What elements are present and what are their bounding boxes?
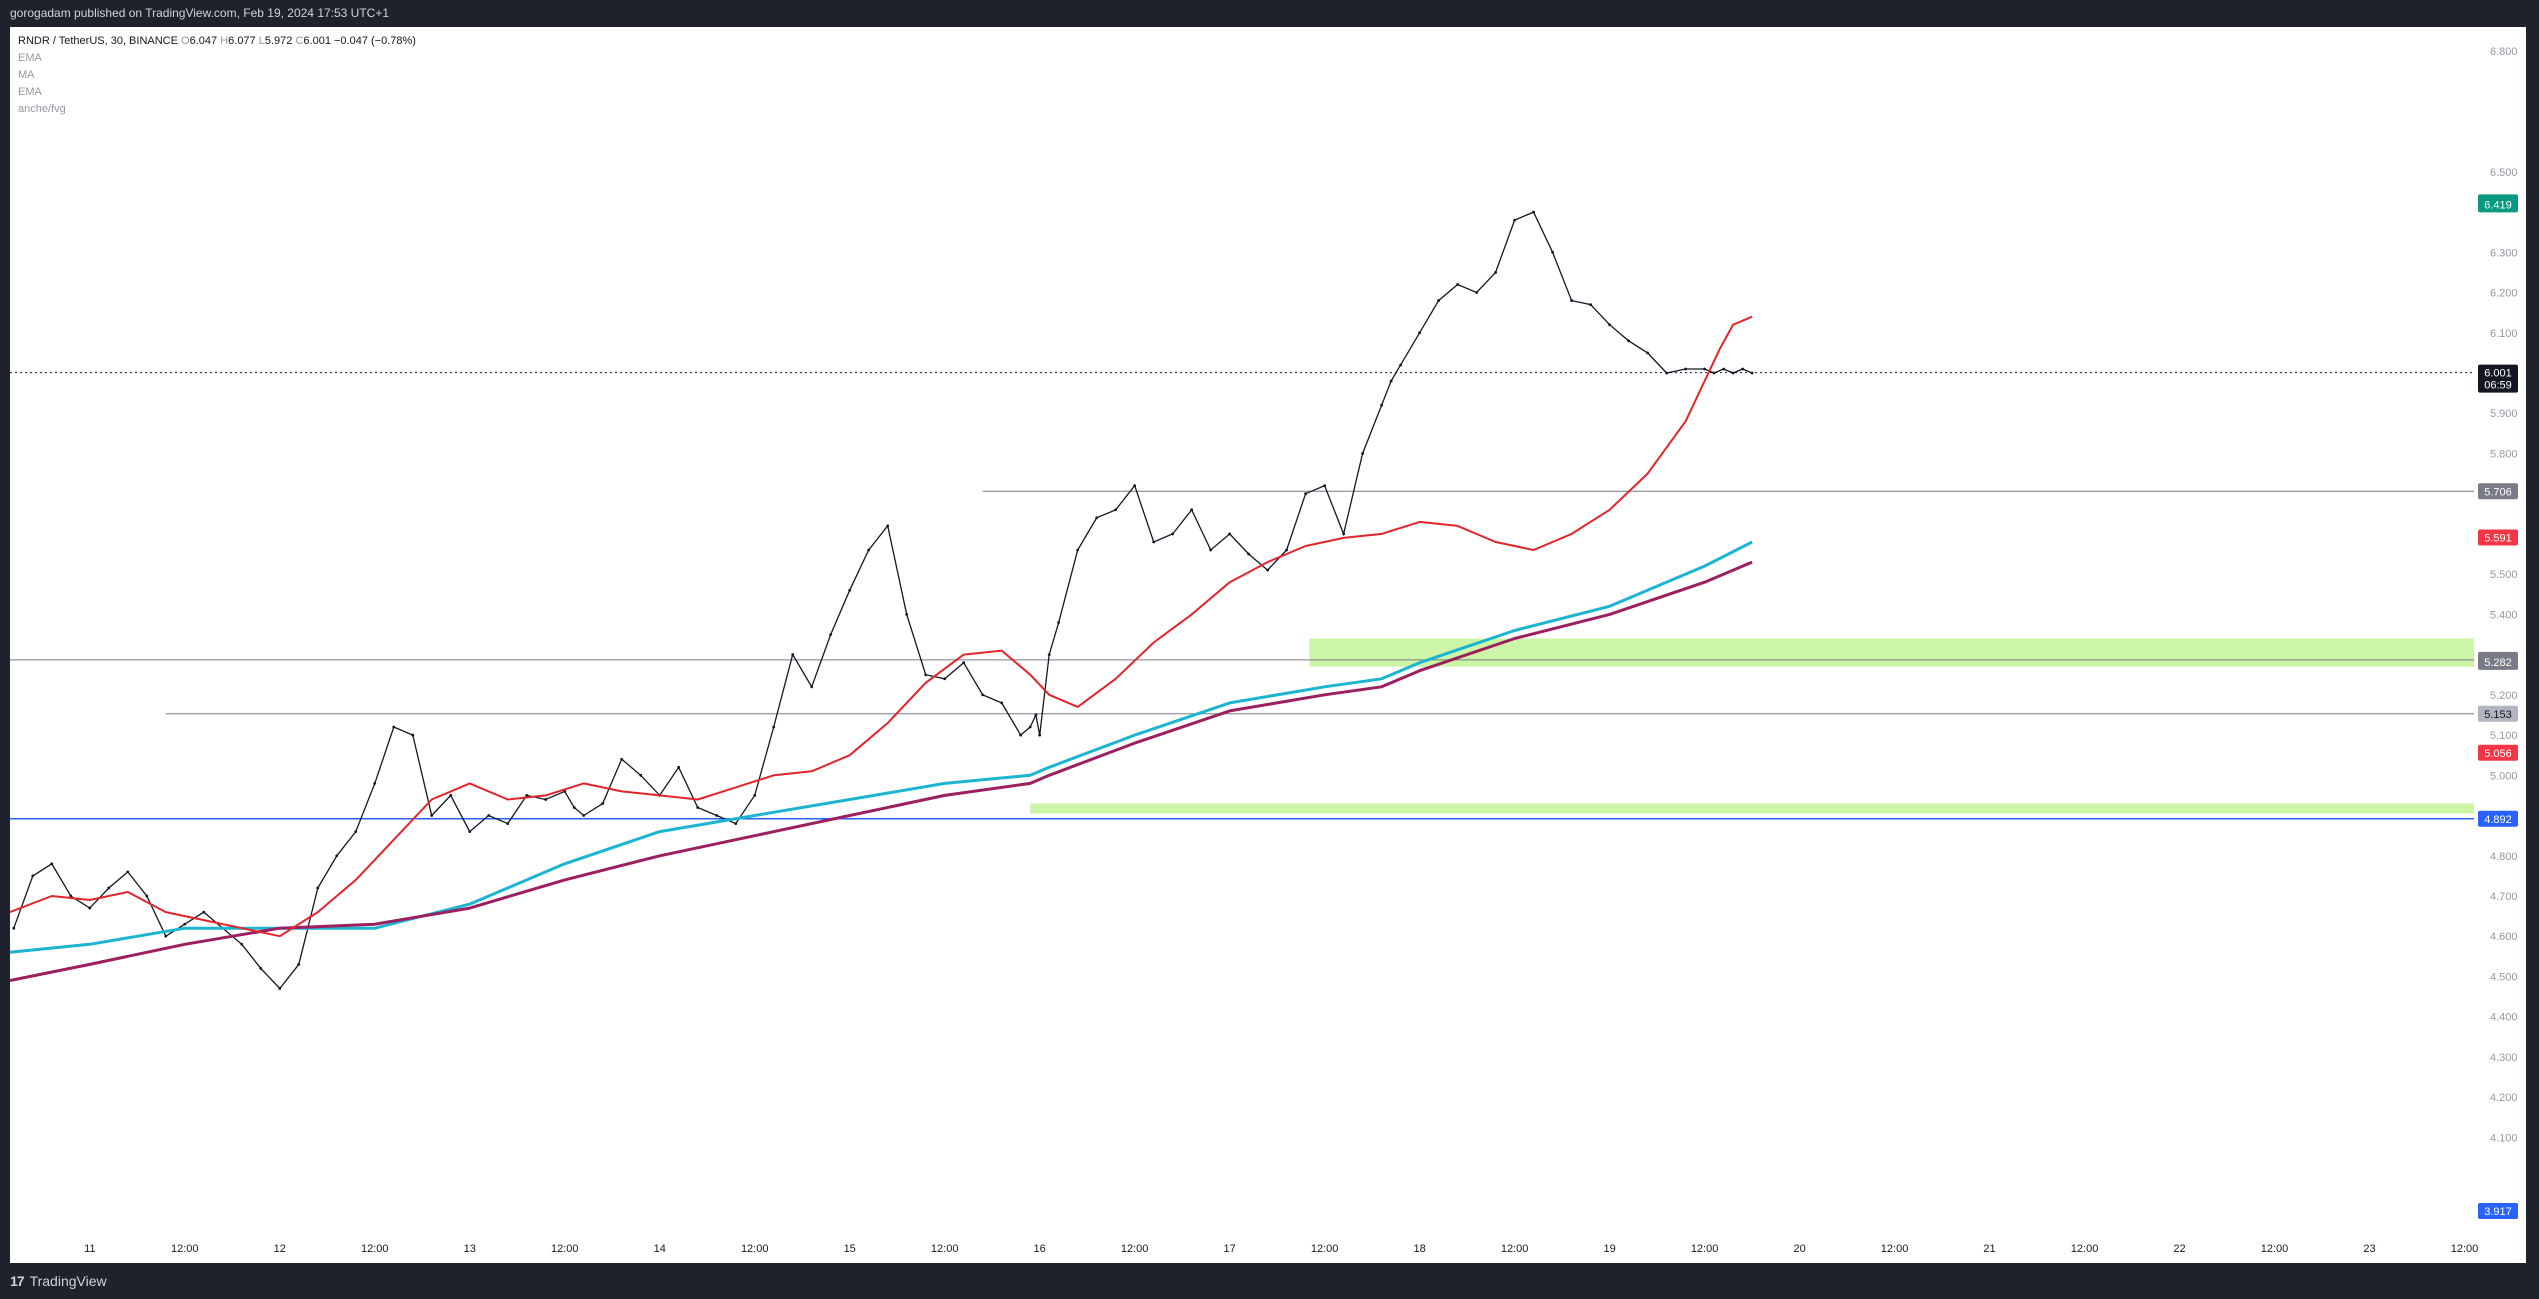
symbol-name[interactable]: RNDR / TetherUS, 30, BINANCE [18, 35, 178, 47]
tradingview-logo[interactable]: 17 TradingView [10, 1273, 107, 1289]
chart-legend: RNDR / TetherUS, 30, BINANCE O6.047 H6.0… [18, 33, 416, 118]
publish-text: gorogadam published on TradingView.com, … [10, 6, 390, 20]
tradingview-logo-icon: 17 [10, 1273, 25, 1289]
indicator-fvg[interactable]: anche/fvg [18, 103, 66, 115]
footer-bar: 17 TradingView [0, 1263, 2539, 1299]
indicator-ema-fast[interactable]: EMA [18, 52, 42, 64]
change-value: −0.047 (−0.78%) [334, 35, 416, 47]
indicator-ema-slow[interactable]: EMA [18, 86, 42, 98]
chart-area[interactable] [10, 27, 2526, 1263]
indicator-ma[interactable]: MA [18, 69, 35, 81]
legend-symbol-row: RNDR / TetherUS, 30, BINANCE O6.047 H6.0… [18, 33, 416, 50]
tradingview-brand: TradingView [29, 1273, 107, 1289]
publish-header: gorogadam published on TradingView.com, … [0, 0, 2539, 27]
ohlc-values: O6.047 H6.077 L5.972 C6.001 −0.047 (−0.7… [181, 35, 416, 47]
currency-unit-button[interactable]: USDT [2481, 35, 2523, 57]
